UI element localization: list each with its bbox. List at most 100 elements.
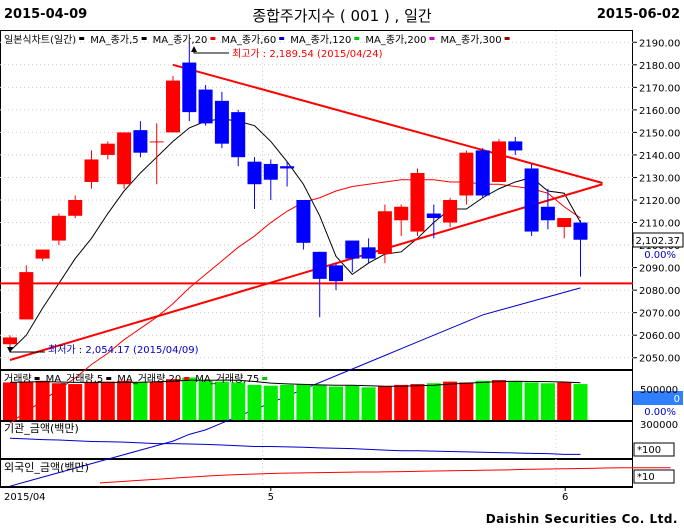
y-tick-label: 2110.00 bbox=[639, 219, 680, 230]
y-tick-label: 2060.00 bbox=[639, 331, 680, 342]
legend-label: MA_거래량,5 bbox=[46, 373, 104, 385]
legend-label: 일본식차트(일간) bbox=[4, 34, 76, 46]
y-tick-label: 2130.00 bbox=[639, 173, 680, 184]
candle-body bbox=[508, 141, 523, 151]
candle-body bbox=[475, 150, 490, 196]
candle-body bbox=[84, 159, 99, 182]
y-tick-label: 2090.00 bbox=[639, 264, 680, 275]
legend-label: 거래량 bbox=[4, 373, 32, 385]
candle-body bbox=[540, 206, 555, 221]
candle-body bbox=[182, 62, 197, 113]
legend-swatch bbox=[141, 37, 147, 40]
last-price-box bbox=[632, 232, 684, 248]
legend-label: MA_거래량,20 bbox=[117, 373, 181, 385]
volume-panel[interactable] bbox=[0, 370, 633, 421]
legend-label: MA_종가,5 bbox=[90, 34, 138, 46]
candle-body bbox=[133, 130, 148, 153]
candle-body bbox=[280, 166, 295, 169]
volume-bar bbox=[117, 380, 132, 420]
volume-bar bbox=[19, 381, 34, 420]
foreign-scale: *10 bbox=[637, 472, 655, 483]
volume-y-tick: 500000 bbox=[640, 385, 678, 396]
candle-body bbox=[312, 251, 327, 279]
candle-body bbox=[51, 215, 66, 241]
candle-body bbox=[214, 100, 229, 144]
volume-bar bbox=[149, 381, 164, 420]
candle-body bbox=[361, 247, 376, 259]
legend-swatch bbox=[429, 37, 435, 40]
candle-body bbox=[247, 161, 262, 185]
y-tick-label: 2070.00 bbox=[639, 309, 680, 320]
legend-swatch bbox=[106, 377, 112, 380]
candle-body bbox=[345, 240, 360, 259]
volume-last-value: 0 bbox=[674, 394, 680, 405]
volume-bar bbox=[198, 380, 213, 420]
candle-body bbox=[263, 163, 278, 180]
legend-label: MA_거래량,75 bbox=[195, 373, 259, 385]
support-trend-line bbox=[9, 183, 603, 361]
volume-value-box bbox=[633, 391, 683, 405]
volume-bar bbox=[573, 384, 588, 420]
institution-line bbox=[9, 437, 581, 455]
volume-bar bbox=[557, 382, 572, 420]
low-annotation: 최저가 : 2,054.17 (2015/04/09) bbox=[7, 344, 199, 356]
chart-header: 2015-04-09 종합주가지수 ( 001 ) , 일간 2015-06-0… bbox=[0, 0, 684, 30]
y-tick-label: 2170.00 bbox=[639, 83, 680, 94]
y-tick-label: 2160.00 bbox=[639, 106, 680, 117]
volume-bar bbox=[247, 384, 262, 420]
volume-legend: 거래량 MA_거래량,5 MA_거래량,20 MA_거래량,75 bbox=[4, 373, 268, 385]
foreign-panel[interactable] bbox=[0, 459, 633, 487]
candle-body bbox=[198, 89, 213, 124]
legend-label: MA_종가,200 bbox=[365, 34, 426, 46]
legend-label: MA_종가,300 bbox=[440, 34, 501, 46]
price-change-pct: 0.00% bbox=[644, 250, 676, 261]
candle-body bbox=[377, 211, 392, 255]
volume-bar bbox=[475, 380, 490, 420]
legend-swatch bbox=[34, 377, 40, 380]
candle-body bbox=[557, 218, 572, 228]
volume-bar bbox=[68, 384, 83, 420]
volume-bar bbox=[263, 385, 278, 420]
volume-bar bbox=[524, 382, 539, 420]
legend-label: MA_종가,20 bbox=[153, 34, 208, 46]
candle-body bbox=[329, 265, 343, 282]
chart-title: 종합주가지수 ( 001 ) , 일간 bbox=[252, 7, 432, 25]
volume-bar bbox=[361, 387, 376, 420]
candle-body bbox=[35, 249, 50, 259]
volume-bar bbox=[182, 377, 197, 420]
legend-swatch bbox=[79, 37, 85, 40]
volume-bar bbox=[51, 383, 66, 420]
volume-bar bbox=[231, 382, 246, 420]
volume-bar bbox=[84, 382, 99, 420]
volume-bar bbox=[280, 384, 295, 420]
candle-body bbox=[149, 141, 164, 143]
legend-label: MA_종가,120 bbox=[290, 34, 351, 46]
legend-label: MA_종가,60 bbox=[221, 34, 276, 46]
volume-bar bbox=[508, 381, 523, 420]
foreign-label: 외국인_금액(백만) bbox=[4, 461, 89, 474]
volume-bar bbox=[492, 379, 506, 420]
institution-scale-box bbox=[633, 442, 675, 457]
x-axis-label: 2015/04 bbox=[4, 492, 46, 503]
institution-scale: *100 bbox=[637, 445, 661, 456]
legend-swatch bbox=[279, 37, 285, 40]
institution-label: 기관_금액(백만) bbox=[4, 422, 79, 435]
ma60-line bbox=[9, 287, 581, 487]
resistance-trend-line bbox=[172, 63, 603, 184]
legend-swatch bbox=[184, 377, 190, 380]
volume-bar bbox=[394, 384, 409, 420]
volume-ma5-line bbox=[9, 379, 581, 387]
volume-change-pct: 0.00% bbox=[644, 407, 676, 418]
institution-panel[interactable] bbox=[0, 421, 633, 459]
candle-body bbox=[117, 132, 132, 185]
candle-body bbox=[394, 206, 409, 221]
candle-body bbox=[3, 337, 17, 345]
volume-bar bbox=[540, 383, 555, 420]
volume-bar bbox=[3, 382, 17, 420]
candle-body bbox=[492, 141, 506, 182]
candle-body bbox=[524, 168, 539, 232]
volume-bar bbox=[312, 384, 327, 420]
institution-y-tick: 300000 bbox=[640, 420, 678, 431]
